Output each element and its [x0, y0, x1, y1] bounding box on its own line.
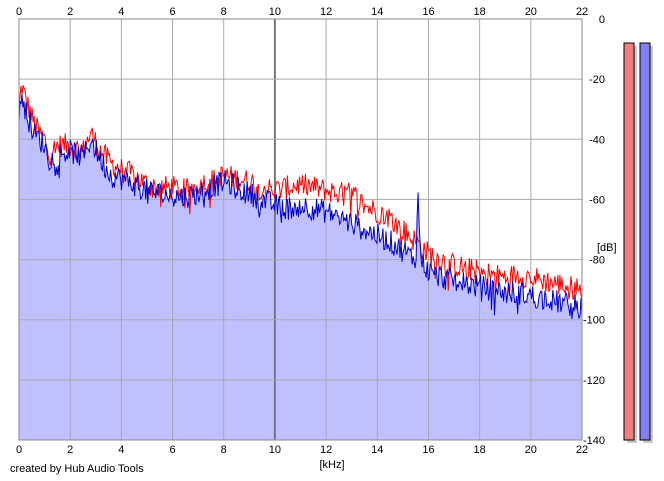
series-line-red — [18, 85, 583, 301]
y-tick-label: -60 — [589, 194, 605, 206]
y-tick-label: -140 — [583, 435, 605, 447]
x-tick-label-top: 10 — [269, 6, 281, 18]
x-tick-label-top: 16 — [422, 6, 434, 18]
x-tick-label-bottom: 20 — [525, 444, 537, 456]
x-tick-label-bottom: 12 — [320, 444, 332, 456]
x-tick-label-top: 0 — [16, 6, 22, 18]
x-tick-label-bottom: 10 — [269, 444, 281, 456]
x-tick-label-top: 2 — [67, 6, 73, 18]
y-tick-label: 0 — [599, 14, 605, 26]
x-tick-label-bottom: 16 — [422, 444, 434, 456]
x-axis-label: [kHz] — [319, 459, 344, 471]
x-tick-label-bottom: 8 — [221, 444, 227, 456]
x-tick-label-bottom: 2 — [67, 444, 73, 456]
level-meter-bar — [623, 42, 635, 441]
x-tick-label-top: 8 — [221, 6, 227, 18]
x-tick-label-bottom: 0 — [16, 444, 22, 456]
plot-border — [18, 18, 583, 441]
x-tick-label-bottom: 4 — [118, 444, 124, 456]
x-tick-label-bottom: 22 — [576, 444, 588, 456]
y-tick-label: -80 — [589, 255, 605, 267]
x-tick-label-top: 22 — [576, 6, 588, 18]
x-tick-label-bottom: 14 — [371, 444, 383, 456]
x-tick-label-bottom: 6 — [169, 444, 175, 456]
x-tick-label-top: 20 — [525, 6, 537, 18]
y-axis-label: [dB] — [597, 242, 617, 254]
x-tick-label-top: 14 — [371, 6, 383, 18]
spectrum-fill — [19, 94, 582, 440]
y-tick-label: -100 — [583, 315, 605, 327]
x-tick-label-bottom: 18 — [474, 444, 486, 456]
credit-footer: created by Hub Audio Tools — [10, 463, 144, 475]
plot-area: 002244668810101212141416161818202022220-… — [16, 6, 605, 456]
series-line-blue — [18, 94, 583, 320]
x-tick-label-top: 4 — [118, 6, 124, 18]
y-tick-label: -120 — [583, 375, 605, 387]
level-meter-bar — [639, 42, 651, 441]
level-meters — [623, 42, 653, 443]
y-tick-label: -20 — [589, 74, 605, 86]
x-tick-label-top: 12 — [320, 6, 332, 18]
x-tick-label-top: 6 — [169, 6, 175, 18]
x-tick-label-top: 18 — [474, 6, 486, 18]
y-tick-label: -40 — [589, 134, 605, 146]
